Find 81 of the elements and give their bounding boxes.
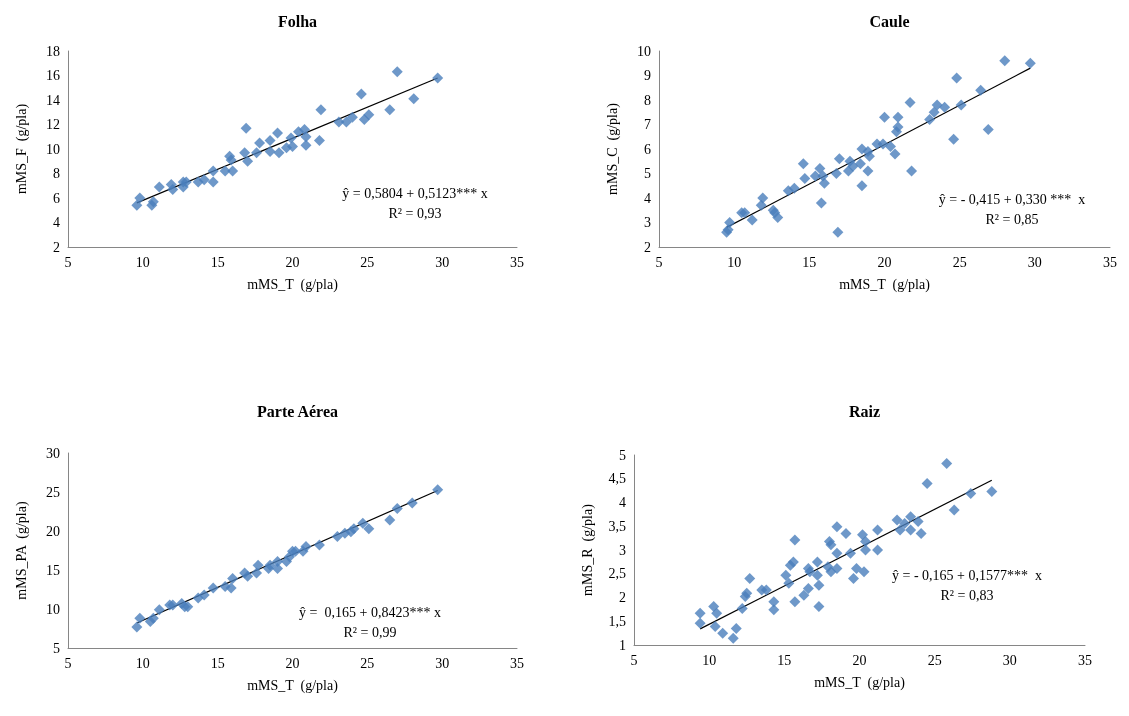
y-tick-label: 30	[46, 445, 60, 461]
x-tick-label: 20	[877, 254, 892, 270]
y-tick-label: 6	[53, 190, 60, 206]
y-axis-title: mMS_PA (g/pla)	[13, 501, 30, 600]
y-tick-label: 16	[46, 68, 60, 83]
y-tick-label: 4,5	[608, 471, 626, 487]
x-tick-label: 35	[510, 655, 524, 671]
y-tick-label: 9	[644, 68, 651, 83]
x-tick-label: 25	[927, 652, 942, 668]
x-tick-label: 15	[210, 254, 225, 270]
annotation: R² = 0,85	[985, 211, 1039, 227]
chart-title: Caule	[869, 12, 910, 30]
chart-title: Folha	[277, 12, 318, 30]
y-tick-label: 3	[644, 215, 651, 230]
y-tick-label: 2	[644, 239, 651, 255]
y-tick-label: 1,5	[608, 613, 626, 629]
y-tick-label: 20	[46, 523, 60, 539]
x-tick-label: 15	[210, 655, 225, 671]
y-tick-label: 8	[53, 166, 60, 181]
x-tick-label: 15	[802, 254, 817, 270]
x-tick-label: 20	[852, 652, 867, 668]
annotation: ŷ = 0,5804 + 0,5123*** x	[342, 185, 488, 201]
y-axis-title: mMS_C (g/pla)	[604, 102, 621, 195]
y-tick-label: 7	[644, 117, 651, 132]
y-tick-label: 6	[644, 141, 651, 157]
annotation: ŷ = 0,165 + 0,8423*** x	[299, 604, 441, 620]
x-axis-title: mMS_T (g/pla)	[247, 677, 339, 694]
annotation: ŷ = - 0,415 + 0,330 *** x	[938, 191, 1086, 207]
y-tick-label: 4	[644, 190, 651, 206]
x-axis-title: mMS_T (g/pla)	[839, 276, 931, 293]
y-tick-label: 5	[619, 447, 626, 463]
chart-title: Raiz	[848, 402, 881, 420]
x-tick-label: 5	[64, 254, 72, 270]
x-tick-label: 5	[655, 254, 663, 270]
x-tick-label: 35	[1078, 652, 1092, 668]
y-tick-label: 2	[53, 239, 60, 255]
x-tick-label: 30	[435, 655, 450, 671]
x-axis-title: mMS_T (g/pla)	[247, 276, 339, 293]
y-tick-label: 18	[46, 43, 60, 59]
x-tick-label: 5	[64, 655, 72, 671]
x-tick-label: 20	[285, 254, 300, 270]
x-tick-label: 25	[952, 254, 967, 270]
x-tick-label: 25	[360, 655, 375, 671]
annotation: R² = 0,83	[940, 587, 994, 603]
y-tick-label: 5	[53, 640, 60, 656]
y-tick-label: 1	[619, 637, 626, 653]
x-tick-label: 10	[135, 254, 150, 270]
x-tick-label: 30	[1027, 254, 1042, 270]
x-tick-label: 30	[1002, 652, 1017, 668]
x-tick-label: 20	[285, 655, 300, 671]
chart-title: Parte Aérea	[257, 402, 338, 420]
y-tick-label: 25	[46, 484, 60, 500]
y-tick-label: 8	[644, 92, 651, 108]
x-tick-label: 10	[702, 652, 717, 668]
y-tick-label: 2	[619, 590, 626, 605]
y-tick-label: 12	[46, 117, 60, 132]
y-tick-label: 10	[46, 601, 60, 617]
y-tick-label: 2,5	[608, 566, 626, 582]
annotation: R² = 0,93	[388, 205, 442, 221]
x-tick-label: 35	[1103, 254, 1117, 270]
y-axis-title: mMS_R (g/pla)	[579, 503, 596, 596]
x-tick-label: 30	[435, 254, 450, 270]
x-tick-label: 25	[360, 254, 375, 270]
x-tick-label: 35	[510, 254, 524, 270]
annotation: ŷ = - 0,165 + 0,1577*** x	[892, 567, 1042, 583]
y-tick-label: 10	[46, 141, 60, 157]
y-tick-label: 15	[46, 562, 60, 578]
y-tick-label: 10	[637, 43, 651, 59]
y-tick-label: 5	[644, 166, 651, 181]
annotation: R² = 0,99	[343, 624, 397, 640]
x-tick-label: 10	[135, 655, 150, 671]
x-axis-title: mMS_T (g/pla)	[814, 674, 906, 691]
y-tick-label: 3,5	[608, 518, 626, 534]
x-tick-label: 10	[727, 254, 742, 270]
y-tick-label: 3	[619, 542, 626, 558]
x-tick-label: 15	[777, 652, 792, 668]
x-tick-label: 5	[630, 652, 638, 668]
y-axis-title: mMS_F (g/pla)	[13, 103, 30, 195]
y-tick-label: 4	[619, 495, 626, 510]
y-tick-label: 14	[46, 92, 60, 108]
y-tick-label: 4	[53, 215, 60, 230]
